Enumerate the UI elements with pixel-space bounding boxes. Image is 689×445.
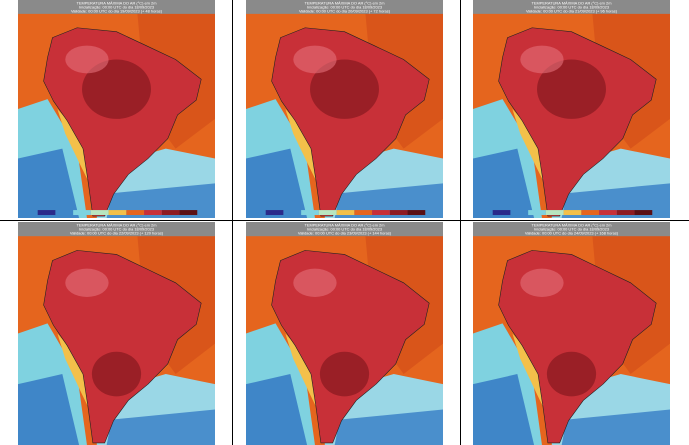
color-scale xyxy=(108,210,127,216)
continent xyxy=(271,250,430,444)
forecast-map: TEMPERATURA MÁXIMA DO AR (°C) em 2mInici… xyxy=(18,0,215,218)
continent xyxy=(43,27,202,217)
header-text: TEMPERATURA MÁXIMA DO AR (°C) em 2m xyxy=(531,223,612,228)
color-scale xyxy=(389,210,408,216)
divider xyxy=(0,220,689,221)
color-scale xyxy=(265,210,284,216)
color-scale xyxy=(599,210,617,216)
ocean-west-deep xyxy=(246,148,308,218)
color-scale xyxy=(301,210,319,216)
header-text: TEMPERATURA MÁXIMA DO AR (°C) em 2m xyxy=(531,0,612,5)
header-bar xyxy=(18,222,215,237)
ocean-south-deep xyxy=(334,409,443,445)
color-scale xyxy=(55,210,74,216)
forecast-map: TEMPERATURA MÁXIMA DO AR (°C) em 2mInici… xyxy=(473,0,670,218)
forecast-map: TEMPERATURA MÁXIMA DO AR (°C) em 2mInici… xyxy=(18,222,215,445)
pink-area xyxy=(293,45,337,74)
header-bar xyxy=(473,222,670,237)
color-scale xyxy=(283,210,302,216)
ocean-west-deep xyxy=(246,374,308,445)
divider xyxy=(232,0,233,445)
color-scale xyxy=(492,210,511,216)
pink-area xyxy=(293,268,337,298)
header-text: Inicialização: 00:00 UTC do dia 18/09/20… xyxy=(534,227,610,232)
pink-area xyxy=(520,268,564,298)
ocean-south-deep xyxy=(334,183,443,218)
color-scale xyxy=(90,210,109,216)
header-text: TEMPERATURA MÁXIMA DO AR (°C) em 2m xyxy=(304,223,385,228)
header-text: Validade: 00:00 UTC do dia 23/09/2023 (+… xyxy=(298,231,392,236)
color-scale xyxy=(407,210,426,216)
color-scale xyxy=(528,210,546,216)
color-scale xyxy=(545,210,564,216)
continent xyxy=(498,27,657,217)
header-text: Inicialização: 00:00 UTC do dia 18/09/20… xyxy=(307,4,383,9)
hot-core xyxy=(319,351,370,397)
divider xyxy=(460,0,461,445)
color-scale xyxy=(73,210,91,216)
color-scale xyxy=(179,210,198,216)
forecast-map: TEMPERATURA MÁXIMA DO AR (°C) em 2mInici… xyxy=(473,222,670,445)
color-scale xyxy=(616,210,635,216)
forecast-map: TEMPERATURA MÁXIMA DO AR (°C) em 2mInici… xyxy=(246,222,443,445)
color-scale xyxy=(126,210,145,216)
header-text: TEMPERATURA MÁXIMA DO AR (°C) em 2m xyxy=(76,0,157,5)
header-bar xyxy=(473,0,670,14)
hot-core xyxy=(537,59,606,119)
pink-area xyxy=(65,45,109,74)
header-text: TEMPERATURA MÁXIMA DO AR (°C) em 2m xyxy=(304,0,385,5)
ocean-south-deep xyxy=(106,183,215,218)
header-text: Inicialização: 00:00 UTC do dia 18/09/20… xyxy=(79,227,155,232)
header-text: Inicialização: 00:00 UTC do dia 18/09/20… xyxy=(79,4,155,9)
header-text: Validade: 00:00 UTC do dia 20/09/2023 (+… xyxy=(299,8,391,13)
color-scale xyxy=(161,210,180,216)
color-scale xyxy=(144,210,162,216)
hot-core xyxy=(82,59,151,119)
color-scale xyxy=(37,210,56,216)
header-text: Inicialização: 00:00 UTC do dia 18/09/20… xyxy=(307,227,383,232)
forecast-map: TEMPERATURA MÁXIMA DO AR (°C) em 2mInici… xyxy=(246,0,443,218)
hot-core xyxy=(310,59,379,119)
color-scale xyxy=(372,210,390,216)
header-bar xyxy=(18,0,215,14)
color-scale xyxy=(563,210,582,216)
continent xyxy=(43,250,202,444)
color-scale xyxy=(318,210,337,216)
ocean-south-deep xyxy=(561,409,670,445)
pink-area xyxy=(65,268,109,298)
color-scale xyxy=(581,210,600,216)
header-bar xyxy=(246,0,443,14)
color-scale xyxy=(336,210,355,216)
ocean-west-deep xyxy=(18,374,80,445)
header-text: Validade: 00:00 UTC do dia 22/09/2023 (+… xyxy=(70,231,164,236)
continent xyxy=(271,27,430,217)
hot-core xyxy=(546,351,597,397)
color-scale xyxy=(354,210,373,216)
ocean-west-deep xyxy=(18,148,80,218)
pink-area xyxy=(520,45,564,74)
ocean-south-deep xyxy=(106,409,215,445)
ocean-west-deep xyxy=(473,374,535,445)
color-scale xyxy=(510,210,529,216)
header-text: Validade: 00:00 UTC do dia 24/09/2023 (+… xyxy=(525,231,619,236)
continent xyxy=(498,250,657,444)
ocean-west-deep xyxy=(473,148,535,218)
hot-core xyxy=(91,351,142,397)
header-text: Validade: 00:00 UTC do dia 21/09/2023 (+… xyxy=(526,8,618,13)
header-text: Validade: 00:00 UTC do dia 19/09/2023 (+… xyxy=(71,8,163,13)
header-text: TEMPERATURA MÁXIMA DO AR (°C) em 2m xyxy=(76,223,157,228)
color-scale xyxy=(634,210,653,216)
header-bar xyxy=(246,222,443,237)
header-text: Inicialização: 00:00 UTC do dia 18/09/20… xyxy=(534,4,610,9)
ocean-south-deep xyxy=(561,183,670,218)
